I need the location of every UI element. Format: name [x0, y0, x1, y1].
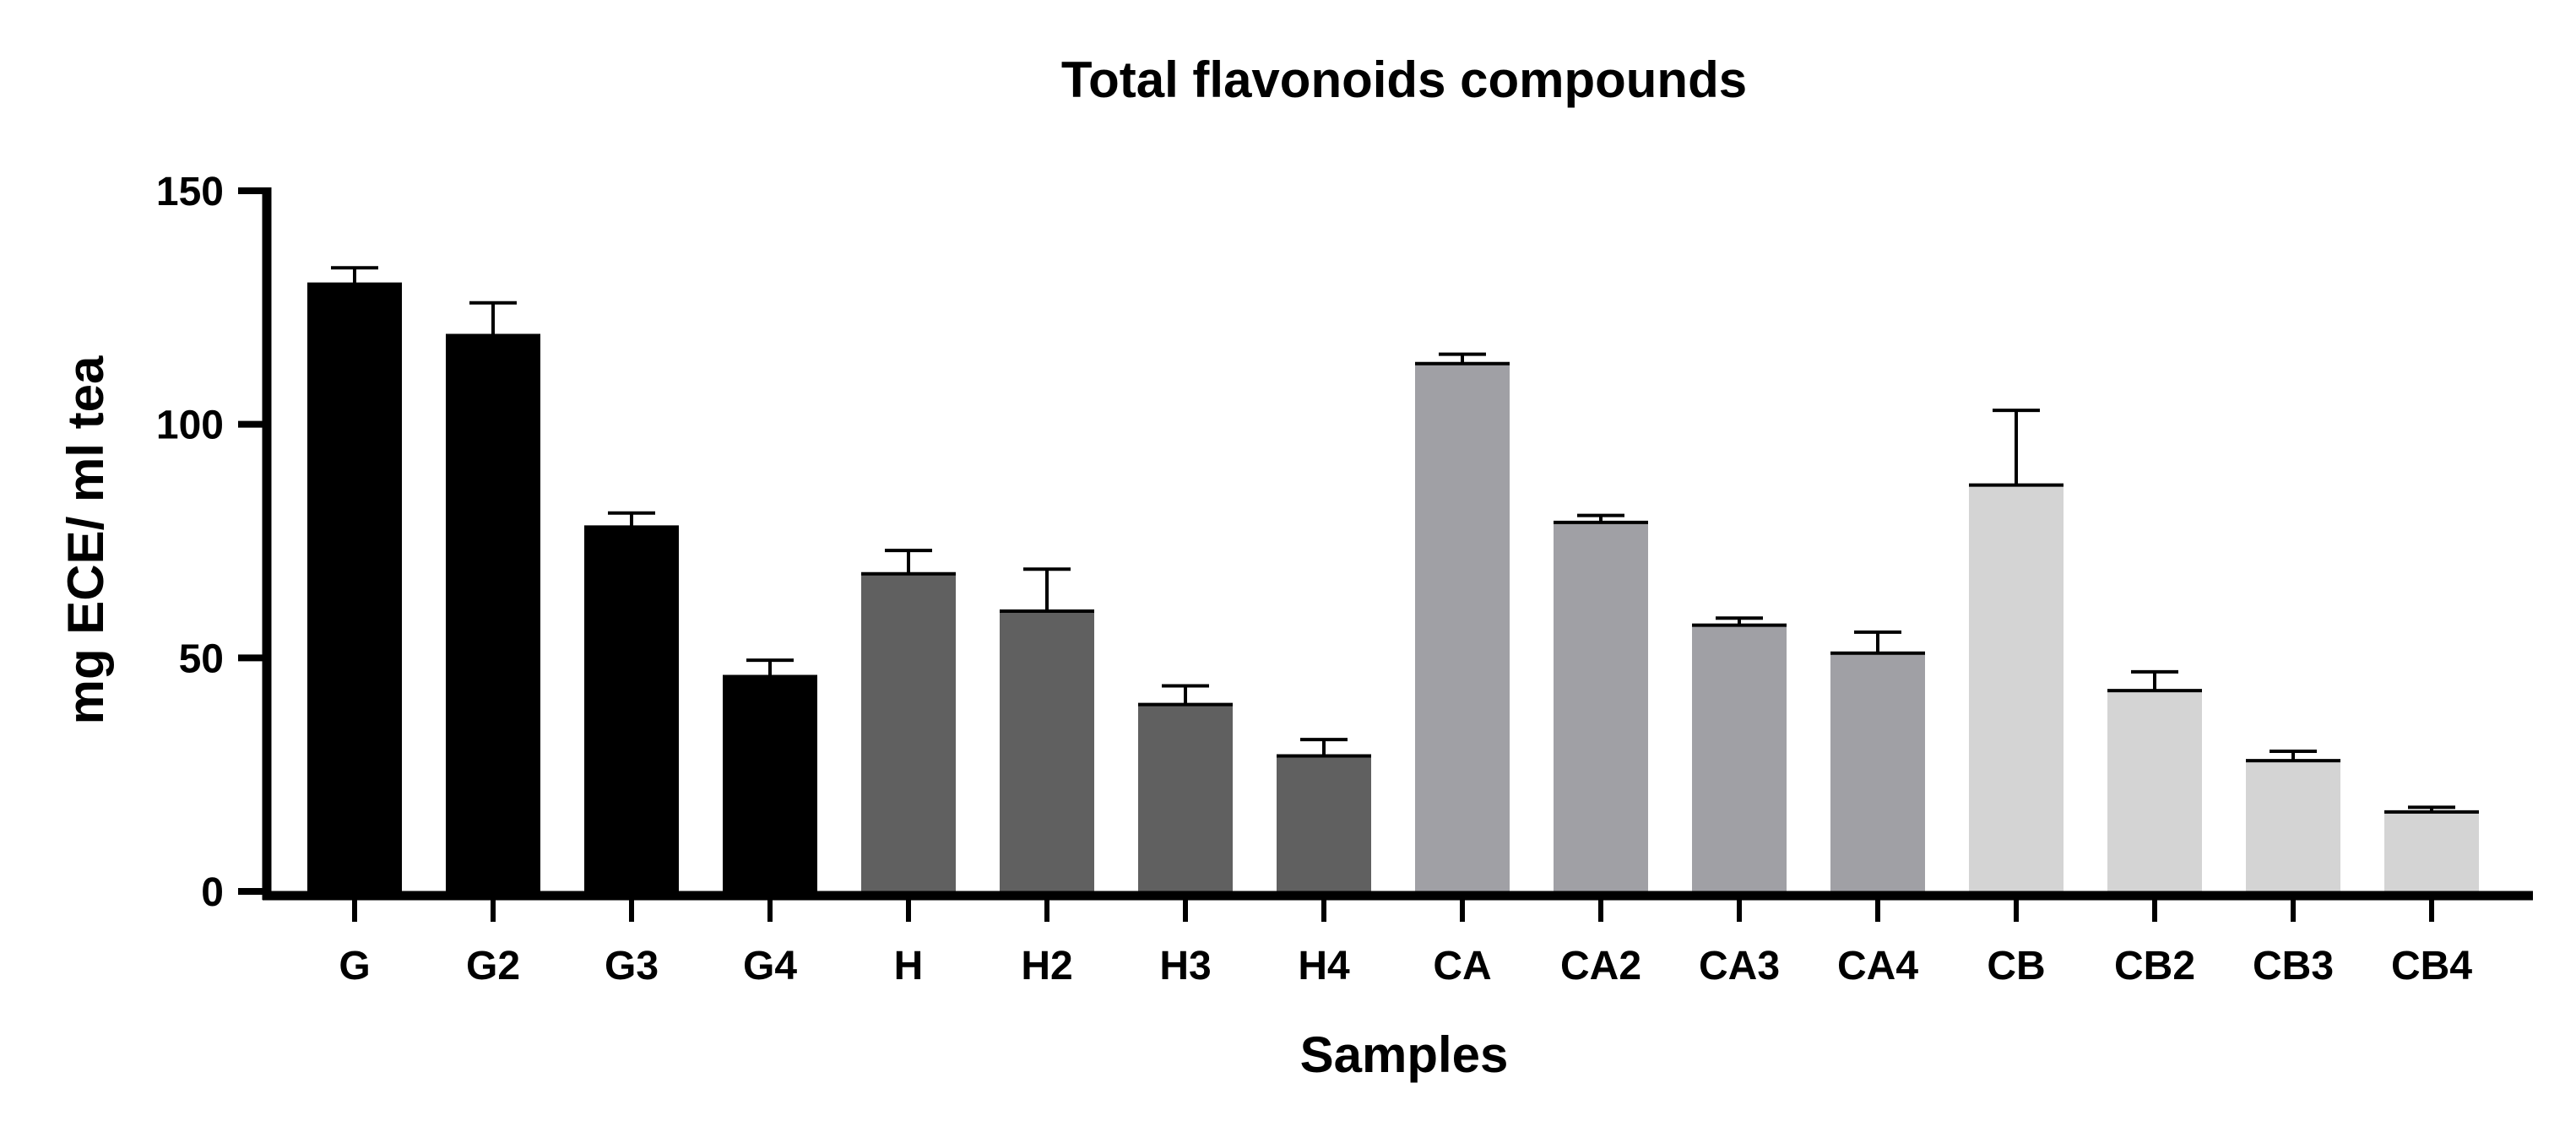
x-tick-label-ca: CA	[1433, 944, 1491, 988]
bar-cb3	[2246, 761, 2340, 891]
error-bar-h	[861, 549, 956, 576]
chart-title: Total flavonoids compounds	[1061, 51, 1747, 108]
x-tick-label-ca2: CA2	[1560, 944, 1641, 988]
y-axis-label: mg ECE/ ml tea	[57, 355, 114, 724]
error-bar-ca2	[1554, 513, 1648, 524]
y-tick-label-50: 50	[179, 636, 224, 681]
error-bar-g2	[446, 301, 540, 338]
x-tick-label-cb: CB	[1987, 944, 2045, 988]
bar-g4	[723, 676, 817, 891]
x-tick-label-ca4: CA4	[1837, 944, 1918, 988]
x-tick-label-h: H	[894, 944, 924, 988]
error-bar-g3	[584, 511, 679, 529]
bar-g	[307, 284, 402, 892]
bar-cb2	[2107, 690, 2202, 891]
bar-ca3	[1692, 625, 1787, 891]
x-tick-label-cb4: CB4	[2391, 944, 2472, 988]
error-bar-cb	[1969, 409, 2064, 487]
bar-g3	[584, 527, 679, 891]
error-bar-cb4	[2384, 805, 2479, 814]
y-ticks-group: 0 50 100 150	[156, 170, 267, 915]
error-bar-cb2	[2107, 669, 2202, 693]
x-tick-label-h2: H2	[1021, 944, 1072, 988]
bar-ca4	[1830, 653, 1925, 891]
error-bar-ca	[1415, 352, 1510, 366]
error-bars-group	[307, 266, 2479, 814]
error-bar-g	[307, 266, 402, 286]
bar-ca2	[1554, 522, 1648, 891]
error-bar-h3	[1138, 684, 1233, 707]
bar-cb	[1969, 485, 2064, 891]
error-bar-h4	[1277, 738, 1371, 758]
bar-h4	[1277, 755, 1371, 891]
x-tick-label-g2: G2	[466, 944, 520, 988]
x-ticks-group: G G2 G3 G4 H H2 H3 H4 CA CA2 CA3 CA4 CB CB2 CB3 CB4	[339, 896, 2472, 988]
bar-h3	[1138, 704, 1233, 891]
bar-cb4	[2384, 811, 2479, 891]
x-tick-label-h3: H3	[1159, 944, 1211, 988]
bar-ca	[1415, 363, 1510, 891]
bar-h	[861, 573, 956, 891]
x-tick-label-g3: G3	[605, 944, 659, 988]
x-axis-label: Samples	[1300, 1026, 1509, 1083]
error-bar-ca3	[1692, 616, 1787, 627]
x-tick-label-h4: H4	[1298, 944, 1350, 988]
error-bar-ca4	[1830, 630, 1925, 655]
bar-h2	[1000, 611, 1094, 891]
x-tick-label-cb2: CB2	[2114, 944, 2195, 988]
bar-g2	[446, 335, 540, 891]
x-tick-label-cb3: CB3	[2253, 944, 2334, 988]
x-tick-label-g: G	[339, 944, 370, 988]
x-tick-label-g4: G4	[743, 944, 797, 988]
error-bar-h2	[1000, 567, 1094, 613]
error-bar-cb3	[2246, 750, 2340, 763]
y-tick-label-150: 150	[156, 170, 224, 214]
error-bar-g4	[723, 658, 817, 679]
bars-group	[307, 284, 2479, 892]
x-tick-label-ca3: CA3	[1699, 944, 1780, 988]
y-tick-label-0: 0	[201, 870, 224, 915]
y-tick-label-100: 100	[156, 403, 224, 448]
